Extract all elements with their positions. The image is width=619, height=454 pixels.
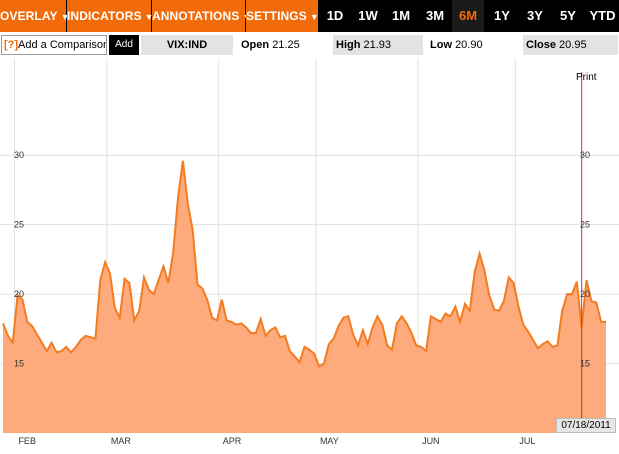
help-icon[interactable]: [?] — [4, 39, 19, 51]
range-button-5y[interactable]: 5Y — [552, 0, 584, 32]
range-button-ytd[interactable]: YTD — [586, 0, 619, 32]
range-button-1d[interactable]: 1D — [319, 0, 351, 32]
x-tick-label: JUL — [519, 436, 535, 446]
settings-menu-label: SETTINGS — [246, 9, 307, 23]
y-tick-label: 15 — [14, 359, 24, 369]
close-value: 20.95 — [559, 39, 587, 51]
overlay-menu-label: OVERLAY — [0, 9, 58, 23]
comparison-input[interactable]: [?]Add a Comparison — [1, 35, 107, 55]
range-button-1w[interactable]: 1W — [352, 0, 384, 32]
high-value: 21.93 — [363, 39, 392, 51]
range-button-6m[interactable]: 6M — [452, 0, 484, 32]
price-chart: 15 15 20 20 25 25 30 30 FEB MAR APR MAY JUN JUL — [0, 58, 619, 446]
annotations-menu-button[interactable]: ANNOTATIONS▼ — [152, 0, 251, 32]
low-value: 20.90 — [455, 39, 483, 51]
y-tick-label-right: 25 — [580, 220, 590, 230]
indicators-menu-label: INDICATORS — [67, 9, 142, 23]
y-tick-label-right: 20 — [580, 289, 590, 299]
y-axis-ticks: 15 15 20 20 25 25 30 30 — [14, 150, 590, 368]
y-tick-label-right: 30 — [580, 150, 590, 160]
high-label: High — [336, 39, 361, 51]
x-tick-label: APR — [223, 436, 242, 446]
symbol-label: VIX:IND — [141, 35, 233, 55]
add-comparison-button[interactable]: Add — [109, 35, 139, 55]
chart-toolbar: OVERLAY▼ INDICATORS▼ ANNOTATIONS▼ SETTIN… — [0, 0, 619, 32]
y-tick-label: 25 — [14, 220, 24, 230]
range-button-1m[interactable]: 1M — [385, 0, 417, 32]
range-button-3m[interactable]: 3M — [419, 0, 451, 32]
x-tick-label: FEB — [18, 436, 36, 446]
y-tick-label: 20 — [14, 289, 24, 299]
cursor-date-label: 07/18/2011 — [556, 418, 616, 433]
range-button-1y[interactable]: 1Y — [486, 0, 518, 32]
overlay-menu-button[interactable]: OVERLAY ▼ — [0, 0, 70, 32]
chevron-down-icon: ▼ — [60, 12, 70, 22]
y-tick-label: 30 — [14, 150, 24, 160]
symbol-text: VIX:IND — [166, 39, 208, 51]
open-quote: Open 21.25 — [241, 35, 329, 55]
high-quote: High 21.93 — [333, 35, 423, 55]
open-value: 21.25 — [272, 39, 300, 51]
close-label: Close — [526, 39, 556, 51]
indicators-menu-button[interactable]: INDICATORS ▼ — [67, 0, 154, 32]
y-tick-label-right: 15 — [580, 359, 590, 369]
settings-menu-button[interactable]: SETTINGS ▼ — [246, 0, 319, 32]
chevron-down-icon: ▼ — [144, 12, 154, 22]
comparison-placeholder: Add a Comparison — [18, 39, 107, 51]
x-tick-label: MAR — [111, 436, 132, 446]
annotations-menu-label: ANNOTATIONS — [152, 9, 240, 23]
low-label: Low — [430, 39, 452, 51]
price-line — [2, 160, 606, 368]
open-label: Open — [241, 39, 270, 51]
print-button[interactable]: Print — [576, 72, 597, 83]
x-tick-label: MAY — [320, 436, 339, 446]
x-axis-ticks: FEB MAR APR MAY JUN JUL — [18, 436, 535, 446]
price-area — [3, 160, 606, 434]
quote-bar — [0, 32, 619, 58]
close-quote: Close 20.95 — [523, 35, 618, 55]
low-quote: Low 20.90 — [430, 35, 518, 55]
chevron-down-icon: ▼ — [309, 12, 319, 22]
x-tick-label: JUN — [422, 436, 440, 446]
range-button-3y[interactable]: 3Y — [519, 0, 551, 32]
